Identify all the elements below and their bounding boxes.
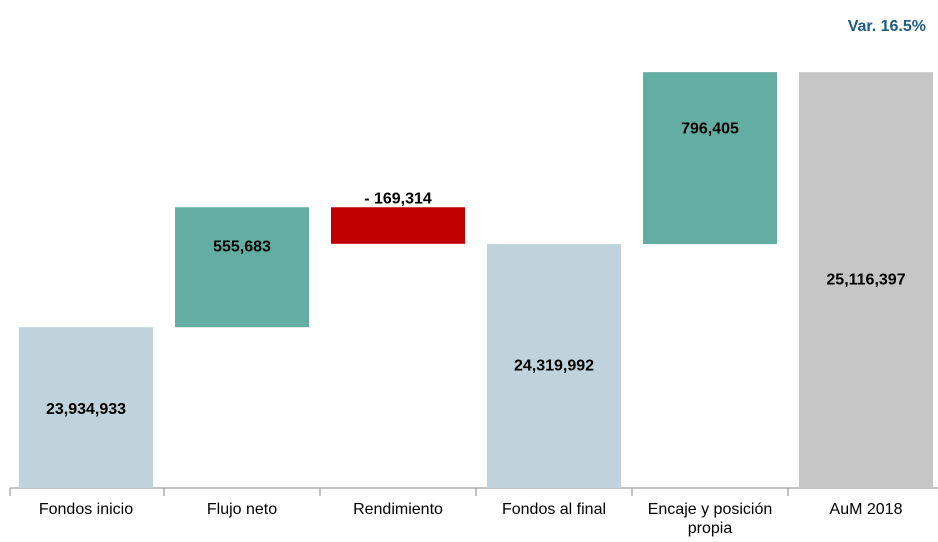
value-label: 796,405 bbox=[681, 121, 739, 138]
bar bbox=[331, 207, 465, 244]
value-label: 25,116,397 bbox=[826, 271, 905, 288]
x-tick-label: Rendimiento bbox=[353, 501, 443, 518]
value-label: - 169,314 bbox=[364, 190, 432, 207]
bar bbox=[643, 72, 777, 245]
bar bbox=[487, 244, 621, 488]
value-label: 23,934,933 bbox=[46, 401, 126, 418]
value-label: 24,319,992 bbox=[514, 357, 594, 374]
annotation: Var. 16.5% bbox=[847, 18, 926, 35]
bar bbox=[799, 72, 933, 489]
x-tick-label: Fondos inicio bbox=[38, 501, 134, 518]
value-label: 555,683 bbox=[213, 238, 271, 255]
x-tick-label: Fondos al final bbox=[501, 501, 607, 518]
bar bbox=[19, 327, 153, 488]
bar bbox=[175, 207, 309, 328]
x-tick-label: Encaje y posición propia bbox=[647, 501, 773, 537]
x-tick-label: AuM 2018 bbox=[829, 501, 903, 518]
x-tick-label: Flujo neto bbox=[206, 501, 278, 518]
